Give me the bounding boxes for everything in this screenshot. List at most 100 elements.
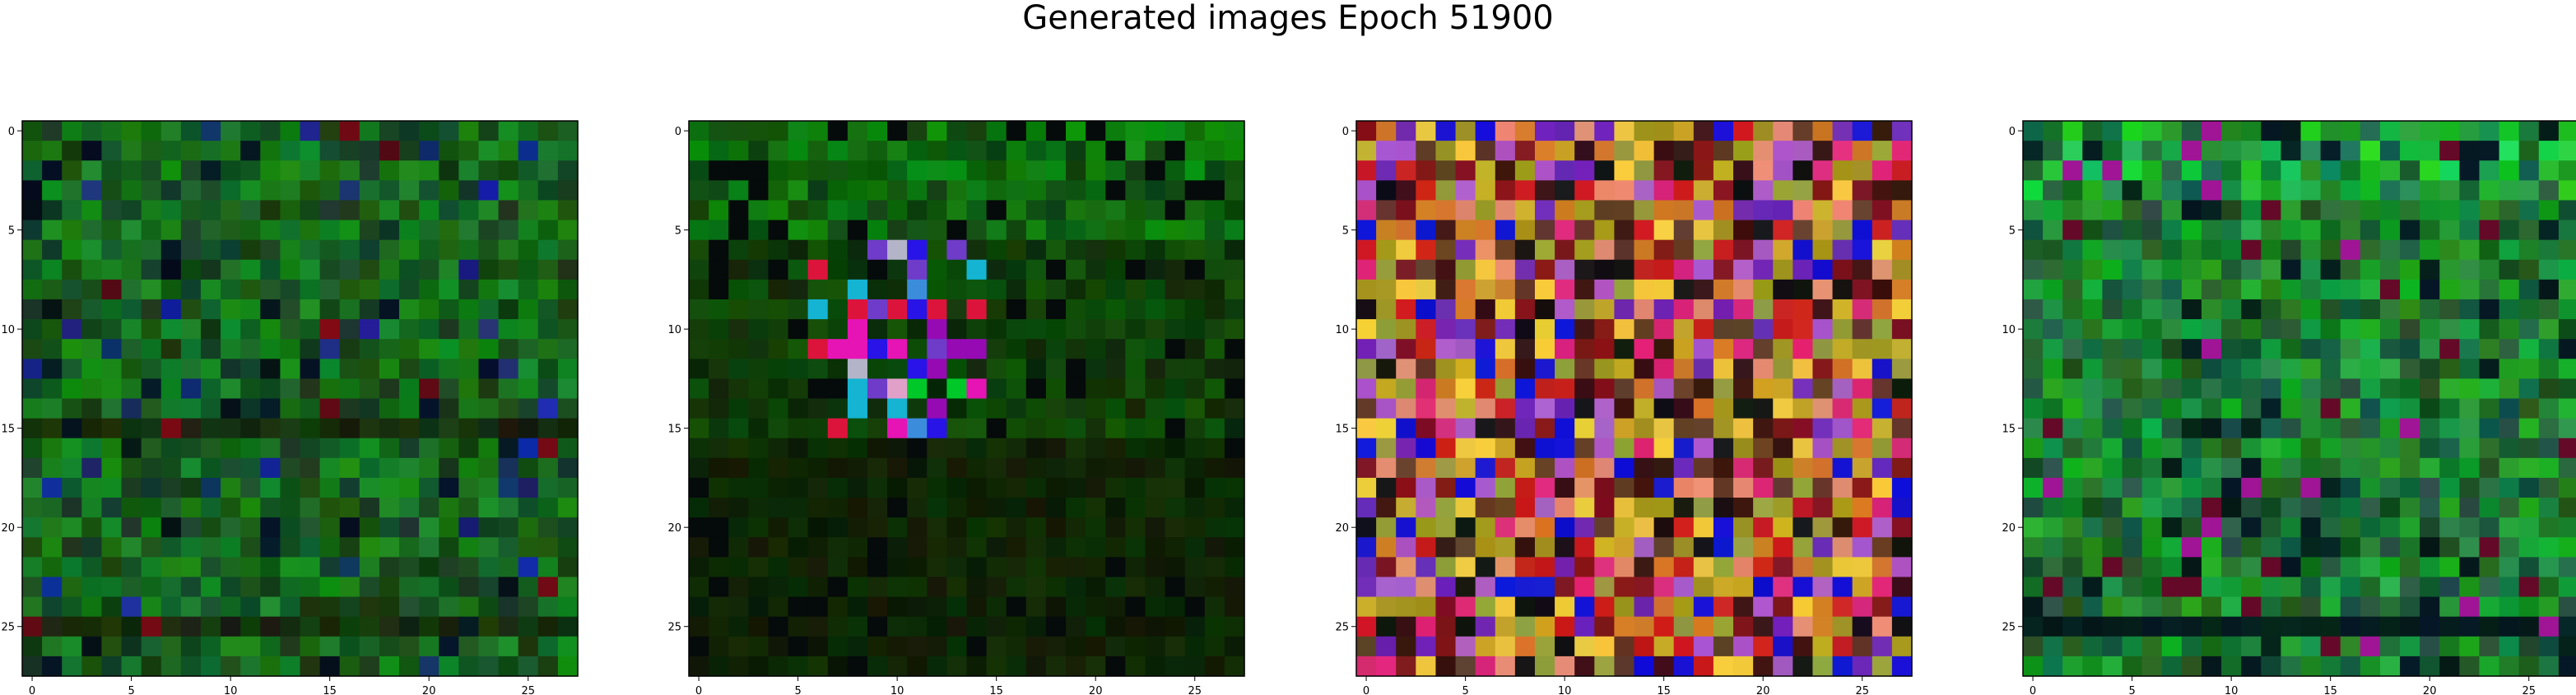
pixel [439,577,459,598]
pixel [1673,200,1695,221]
pixel [1165,220,1186,241]
pixel-grid [2023,121,2576,677]
pixel [2340,239,2361,261]
pixel [439,220,459,241]
pixel [2181,537,2202,558]
pixel [22,457,43,479]
pixel [379,418,400,439]
pixel [42,121,63,141]
pixel [2082,299,2104,320]
x-tick-label: 10 [2225,685,2239,695]
pixel [1634,180,1655,202]
pixel [1086,498,1106,518]
pixel [2221,180,2242,202]
pixel [1006,398,1027,419]
pixel [2023,656,2044,677]
pixel [1396,239,1416,261]
pixel [1832,418,1853,439]
pixel [1614,438,1635,459]
pixel [1086,577,1106,598]
pixel [689,656,709,677]
pixel [2281,160,2302,181]
pixel [1006,418,1027,439]
pixel [1475,577,1496,598]
pixel [2499,636,2520,657]
pixel [2499,378,2520,400]
pixel [1105,359,1126,379]
pixel [518,596,539,618]
pixel [2102,477,2123,498]
pixel [2518,160,2540,181]
pixel [2161,259,2183,280]
pixel [1356,457,1377,479]
pixel [2459,438,2481,459]
pixel [81,239,103,261]
pixel [2141,259,2163,280]
pixel [927,616,947,637]
pixel [1145,577,1166,598]
pixel [1832,577,1853,598]
pixel [1713,141,1734,161]
pixel [42,557,63,578]
pixel [1514,160,1536,181]
pixel [966,596,988,618]
pixel [458,121,480,141]
pixel [788,319,809,340]
pixel [478,398,500,419]
pixel [1872,616,1893,637]
pixel [1574,339,1595,359]
pixel [689,537,709,558]
pixel [1125,656,1146,677]
pixel [709,359,729,379]
pixel [121,239,142,261]
pixel [1376,121,1397,141]
pixel [1184,339,1206,359]
pixel [160,557,182,578]
pixel [2459,359,2481,379]
pixel [827,279,849,300]
pixel [1812,577,1834,598]
pixel [2479,418,2500,439]
pixel [2538,438,2560,459]
pixel [2379,596,2401,618]
pixel [1204,259,1225,280]
pixel [1574,160,1595,181]
pixel [1475,279,1496,300]
pixel [240,180,261,202]
pixel [1455,160,1476,181]
pixel [1594,160,1615,181]
pixel [1495,418,1516,439]
pixel [2300,200,2322,221]
pixel [379,220,400,241]
pixel [1125,141,1146,161]
pixel [1872,141,1893,161]
pixel [1872,378,1893,400]
pixel [180,477,202,498]
pixel [1396,259,1416,280]
pixel [2420,141,2440,161]
pixel [439,359,459,379]
pixel [2062,537,2083,558]
pixel [1733,398,1754,419]
pixel [101,457,123,479]
pixel [1006,220,1027,241]
pixel [319,636,341,657]
pixel [399,537,420,558]
pixel [2043,517,2063,538]
pixel [2379,121,2401,141]
pixel [2439,239,2460,261]
pixel [81,636,103,657]
pixel [1165,438,1186,459]
pixel [2459,656,2481,677]
pixel [1105,517,1126,538]
pixel [768,517,789,538]
pixel [498,398,519,419]
pixel [966,259,988,280]
pixel [2518,180,2540,202]
pixel [2300,656,2322,677]
pixel [768,398,789,419]
pixel [221,141,241,161]
pixel [498,418,519,439]
pixel [1555,457,1575,479]
